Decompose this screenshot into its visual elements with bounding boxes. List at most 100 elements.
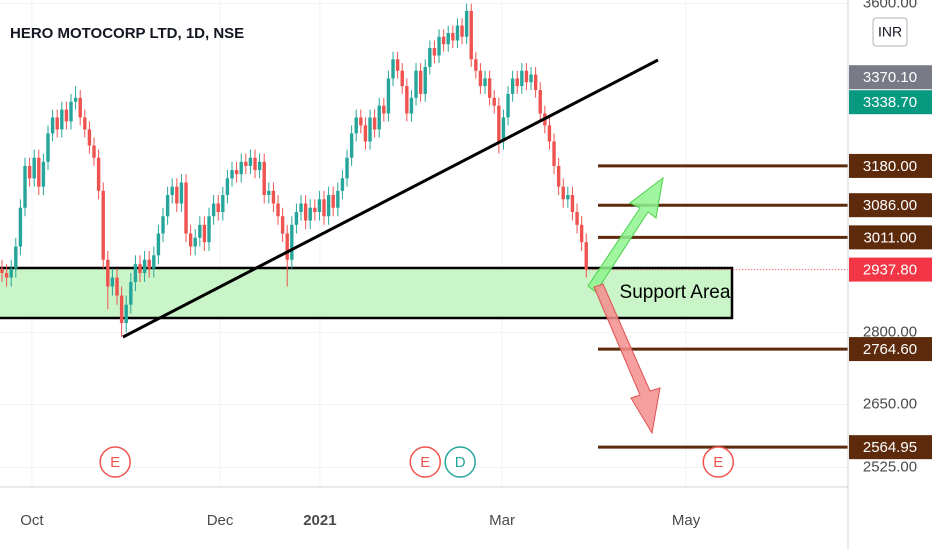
candle-body: [50, 117, 55, 134]
candle-body: [363, 125, 368, 142]
candle-body: [106, 259, 110, 287]
candle-body: [276, 203, 280, 217]
candle-body: [584, 242, 588, 270]
currency: INR: [878, 24, 902, 40]
candle-body: [313, 207, 317, 212]
candle-body: [345, 157, 349, 179]
candle-body: [156, 233, 161, 256]
candle-body: [432, 47, 437, 56]
candle-body: [423, 66, 427, 94]
price-tag: [849, 90, 932, 115]
candle-body: [386, 78, 391, 114]
price-tag-label: 3180.00: [863, 158, 917, 175]
price-tag-label: 3086.00: [863, 197, 917, 214]
event-marker: [409, 446, 441, 478]
candle-body: [202, 224, 207, 243]
candle-body: [280, 216, 285, 234]
up-arrow: [587, 176, 664, 293]
candle-body: [501, 117, 506, 142]
candle-body: [188, 233, 193, 247]
event-marker: [99, 446, 131, 478]
y-tick-label: 2650.00: [863, 395, 917, 412]
candle-body: [101, 190, 105, 260]
candle-body: [41, 161, 46, 187]
price-tag-label: 2937.80: [863, 262, 917, 279]
candle-body: [184, 182, 188, 234]
x-tick-label: Mar: [489, 512, 515, 529]
candle-body: [142, 259, 147, 274]
candle-body: [230, 170, 234, 179]
candle-body: [303, 203, 308, 221]
candle-body: [225, 178, 230, 196]
candle-body: [418, 70, 423, 94]
candle-body: [395, 59, 400, 71]
candle-body: [405, 86, 409, 114]
candle-body: [437, 36, 441, 56]
candle-body: [556, 165, 561, 187]
candle-body: [87, 129, 92, 146]
candle-body: [529, 74, 533, 83]
candle-body: [234, 170, 239, 175]
candle-body: [354, 117, 358, 134]
candle-body: [299, 203, 303, 212]
price-tag: [849, 193, 932, 218]
candle-body: [349, 133, 354, 158]
candle-body: [400, 70, 404, 87]
candle-body: [138, 264, 142, 274]
candle-body: [469, 10, 473, 60]
candle-body: [340, 178, 345, 191]
candle-body: [73, 97, 78, 102]
candle-body: [455, 25, 460, 41]
candle-body: [207, 216, 211, 243]
candle-body: [78, 97, 82, 118]
candle-body: [239, 161, 243, 175]
candle-body: [579, 224, 584, 243]
candle-body: [451, 33, 455, 41]
candles: [0, 3, 848, 338]
event-label: E: [713, 454, 723, 471]
candle-body: [294, 211, 299, 225]
candle-body: [271, 190, 276, 204]
candle-body: [331, 195, 335, 208]
candle-body: [391, 59, 395, 79]
price-tag: [849, 153, 932, 178]
candle-body: [533, 74, 538, 91]
candle-body: [520, 70, 524, 87]
candle-body: [221, 195, 225, 212]
x-tick-label: 2021: [303, 512, 336, 529]
event-marker: [702, 446, 735, 478]
candle-body: [441, 36, 446, 45]
price-tag: [849, 257, 932, 282]
candle-body: [538, 90, 542, 114]
candle-body: [561, 186, 565, 200]
event-marker: [444, 446, 476, 478]
candle-body: [382, 105, 386, 114]
candle-body: [133, 264, 138, 283]
price-tag-label: 2564.95: [863, 439, 917, 456]
candle-body: [179, 182, 184, 204]
candle-body: [18, 207, 23, 247]
candle-body: [552, 141, 556, 166]
candle-body: [129, 282, 133, 305]
candle-body: [198, 224, 202, 238]
candle-body: [487, 78, 492, 98]
candle-body: [372, 117, 377, 130]
candle-body: [497, 105, 501, 142]
candle-body: [308, 207, 312, 221]
candle-body: [317, 199, 322, 212]
candle-body: [326, 195, 331, 217]
candle-body: [92, 145, 96, 158]
candle-body: [575, 211, 579, 225]
candle-body: [506, 93, 510, 118]
x-tick-label: Oct: [20, 512, 44, 529]
candle-body: [14, 246, 18, 269]
x-tick-label: Dec: [207, 512, 234, 529]
down-arrow: [593, 283, 661, 435]
y-tick-label: 2525.00: [863, 459, 917, 476]
candle-body: [147, 259, 151, 269]
candle-body: [253, 157, 257, 171]
candle-body: [267, 190, 271, 196]
candle-body: [152, 255, 156, 269]
